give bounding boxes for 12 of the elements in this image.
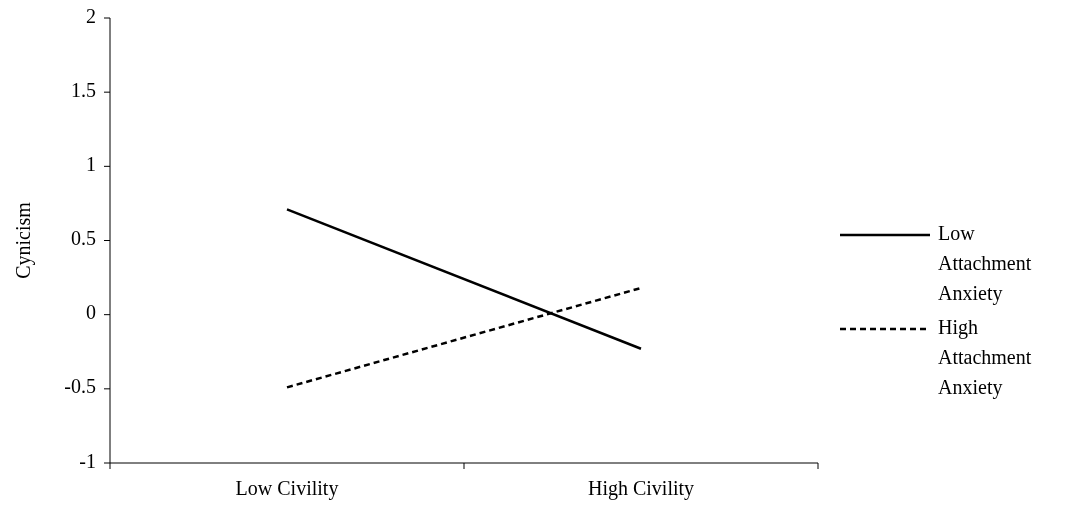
y-tick-label: 1 (86, 152, 96, 175)
y-tick-label: -0.5 (64, 375, 96, 398)
y-tick-label: 2 (86, 4, 96, 27)
y-tick-label: 1.5 (71, 78, 96, 101)
y-axis-title: Cynicism (12, 201, 35, 279)
y-tick-label: 0 (86, 301, 96, 324)
y-tick-label: -1 (79, 449, 96, 472)
legend-label: Low Attachment Anxiety (938, 221, 1032, 305)
legend-label: High Attachment Anxiety (938, 315, 1032, 399)
x-tick-label: High Civility (587, 477, 695, 500)
y-tick-label: 0.5 (71, 227, 96, 250)
x-tick-label: Low Civility (235, 477, 339, 500)
